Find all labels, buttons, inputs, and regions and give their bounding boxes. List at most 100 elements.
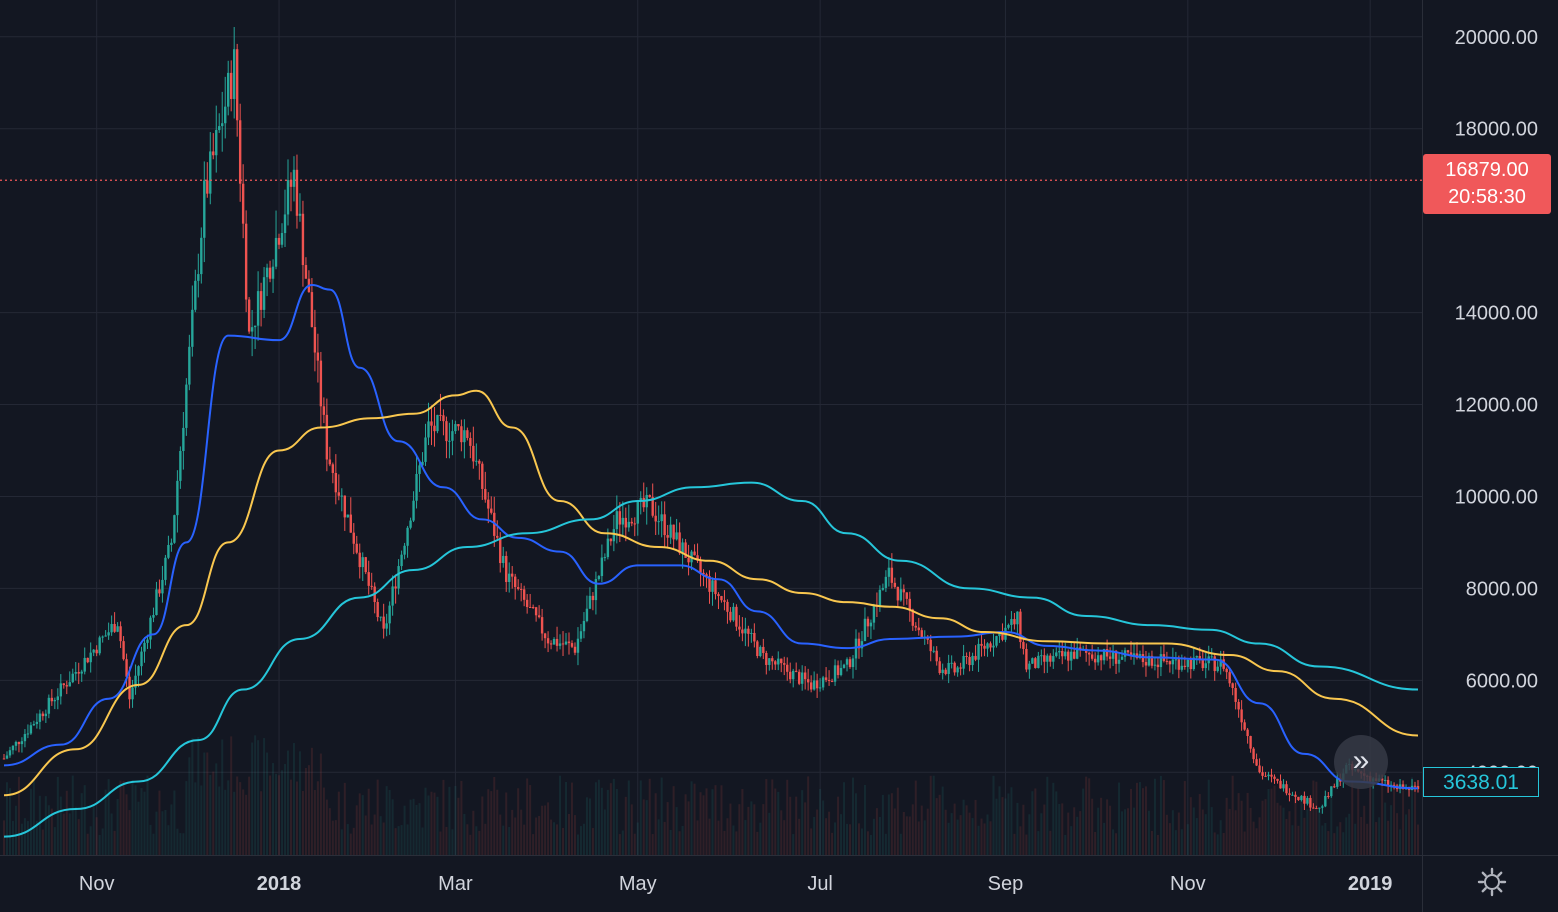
chart-settings-button[interactable] (1476, 866, 1508, 898)
candle-body (343, 495, 346, 518)
candle-body (1087, 652, 1091, 655)
volume-bar (1387, 820, 1390, 855)
candle-body (935, 650, 938, 662)
volume-bar (1291, 825, 1294, 855)
volume-bar (457, 797, 460, 855)
candle-body (203, 180, 206, 238)
volume-bar (116, 798, 119, 855)
candle-body (546, 638, 550, 644)
volume-bar (1073, 807, 1076, 855)
candle-body (86, 657, 89, 663)
candle-body (469, 437, 472, 446)
candle-body (1210, 656, 1213, 658)
candle-body (732, 606, 735, 621)
candle-body (143, 642, 146, 652)
volume-bar (980, 818, 983, 855)
candle-body (391, 586, 394, 606)
candle-body (938, 661, 941, 674)
candle-body (505, 555, 508, 583)
volume-bar (810, 828, 813, 855)
candle-body (726, 601, 729, 612)
volume-bar (618, 834, 621, 855)
volume-bar (1168, 823, 1171, 855)
candle-body (1267, 774, 1270, 777)
volume-bar (657, 819, 660, 855)
candle-body (1159, 654, 1163, 668)
volume-bar (289, 779, 292, 855)
volume-bar (666, 802, 669, 855)
volume-bar (400, 825, 403, 855)
candle-body (1303, 795, 1306, 804)
volume-bar (526, 778, 529, 855)
volume-bar (439, 831, 442, 855)
volume-bar (1040, 813, 1043, 855)
candle-body (379, 616, 382, 618)
volume-bar (1261, 800, 1264, 855)
volume-bar (1192, 807, 1195, 855)
candle-body (188, 346, 191, 385)
volume-bar (762, 804, 765, 855)
volume-bar (1162, 780, 1165, 855)
candle-body (833, 665, 837, 682)
candle-body (1216, 666, 1219, 672)
candle-body (26, 733, 30, 735)
volume-bar (1082, 788, 1085, 855)
volume-bar (1088, 778, 1091, 855)
volume-bar (101, 828, 104, 855)
volume-bar (926, 808, 929, 855)
candle-body (642, 497, 645, 508)
volume-bar (986, 814, 989, 855)
volume-bar (831, 832, 834, 855)
volume-bar (517, 788, 520, 855)
volume-bar (343, 782, 346, 855)
volume-bar (1405, 814, 1408, 855)
volume-bar (71, 775, 74, 855)
candle-body (576, 638, 580, 653)
candle-body (1052, 656, 1055, 662)
volume-bar (570, 782, 573, 855)
volume-bar (1156, 834, 1159, 855)
volume-bar (337, 791, 340, 855)
volume-bar (1381, 776, 1384, 855)
volume-bar (149, 824, 152, 855)
candle-body (666, 535, 669, 538)
candle-body (1102, 649, 1106, 661)
candle-body (579, 631, 583, 639)
candle-body (1315, 808, 1318, 810)
candle-body (1046, 655, 1049, 662)
candle-body (1291, 794, 1294, 796)
volume-bar (538, 815, 541, 855)
candle-body (636, 501, 639, 524)
volume-bar (908, 816, 911, 855)
candle-body (433, 425, 436, 432)
candle-body (253, 325, 257, 328)
volume-bar (284, 764, 287, 855)
volume-bar (813, 816, 816, 855)
volume-bar (286, 750, 289, 855)
volume-bar (732, 825, 735, 855)
candle-body (914, 625, 917, 628)
candle-body (1392, 784, 1396, 786)
volume-bar (529, 785, 532, 855)
candle-body (762, 646, 765, 654)
volume-bar (266, 752, 269, 855)
candle-body (986, 643, 989, 649)
candle-body (887, 567, 891, 577)
volume-bar (328, 808, 331, 855)
scroll-to-realtime-button[interactable]: » (1334, 735, 1388, 789)
candle-body (502, 555, 505, 564)
candle-body (845, 659, 849, 665)
candle-body (1213, 656, 1216, 672)
candle-body (1222, 659, 1225, 669)
candle-body (777, 658, 780, 665)
volume-bar (1079, 811, 1082, 855)
volume-bar (128, 810, 131, 855)
double-chevron-right-icon: » (1352, 744, 1370, 777)
volume-bar (556, 824, 559, 855)
volume-bar (1133, 807, 1136, 855)
candle-body (705, 574, 708, 577)
volume-bar (421, 827, 424, 855)
volume-bar (854, 793, 857, 855)
